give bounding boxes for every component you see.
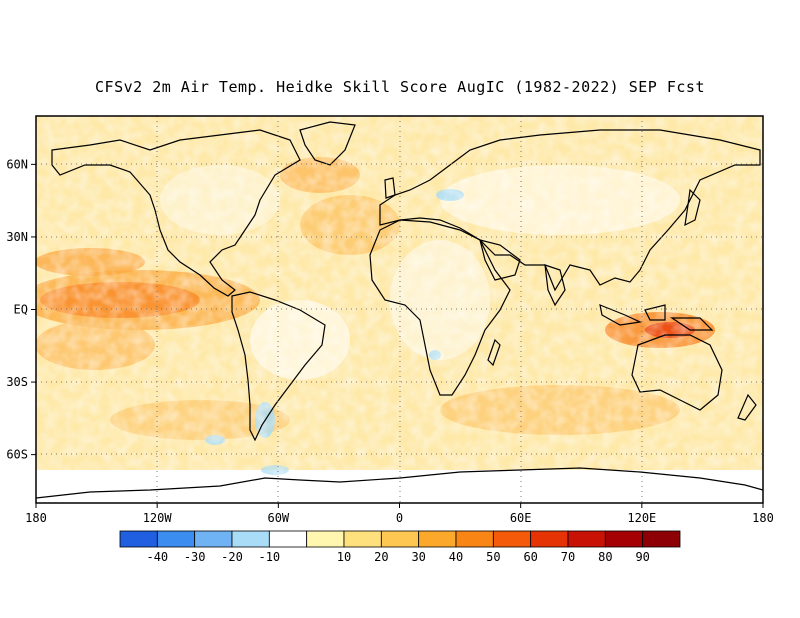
colorbar-swatch	[642, 530, 681, 548]
coastlines	[36, 121, 763, 499]
lon-tick-label: 180	[25, 511, 47, 525]
lon-tick-label: 60W	[267, 511, 289, 525]
skill-score-field	[36, 116, 763, 503]
colorbar-label: 40	[449, 550, 463, 564]
lon-tick-label: 120E	[627, 511, 656, 525]
graticule	[36, 116, 763, 503]
colorbar-swatch	[268, 530, 308, 548]
colorbar-swatch	[492, 530, 532, 548]
colorbar-swatch	[567, 530, 606, 548]
colorbar-swatch	[306, 530, 345, 548]
colorbar-label: -20	[221, 550, 243, 564]
lon-tick-label: 180	[752, 511, 774, 525]
lat-tick-label: 30N	[6, 230, 28, 244]
latitude-axis: 60N 30N EQ 30S 60S	[6, 157, 36, 462]
colorbar-swatch	[418, 530, 457, 548]
colorbar: -40 -30 -20 -10 10 20 30 40 50 60 70 80 90	[119, 530, 681, 564]
colorbar-swatch	[156, 530, 196, 548]
colorbar-swatch	[343, 530, 382, 548]
lat-tick-label: EQ	[14, 303, 28, 317]
colorbar-label: 60	[523, 550, 537, 564]
colorbar-label: -40	[146, 550, 168, 564]
lon-tick-label: 60E	[510, 511, 532, 525]
colorbar-label: 50	[486, 550, 500, 564]
lon-tick-label: 120W	[143, 511, 173, 525]
colorbar-swatch	[194, 530, 233, 548]
colorbar-label: 80	[598, 550, 612, 564]
colorbar-label: -30	[184, 550, 206, 564]
colorbar-label: 10	[337, 550, 351, 564]
colorbar-swatch	[455, 530, 494, 548]
colorbar-swatch	[119, 530, 158, 548]
colorbar-label: 20	[374, 550, 388, 564]
lat-tick-label: 60S	[6, 448, 28, 462]
colorbar-swatch	[530, 530, 569, 548]
colorbar-label: 30	[411, 550, 425, 564]
colorbar-swatch	[604, 530, 644, 548]
colorbar-label: 90	[635, 550, 649, 564]
colorbar-label: 70	[561, 550, 575, 564]
lat-tick-label: 30S	[6, 375, 28, 389]
lat-tick-label: 60N	[6, 157, 28, 171]
longitude-axis: 180 120W 60W 0 60E 120E 180	[25, 503, 774, 525]
lon-tick-label: 0	[396, 511, 403, 525]
colorbar-swatch	[231, 530, 270, 548]
colorbar-label: -10	[258, 550, 280, 564]
colorbar-swatch	[380, 530, 420, 548]
map-title: CFSv2 2m Air Temp. Heidke Skill Score Au…	[95, 78, 705, 96]
